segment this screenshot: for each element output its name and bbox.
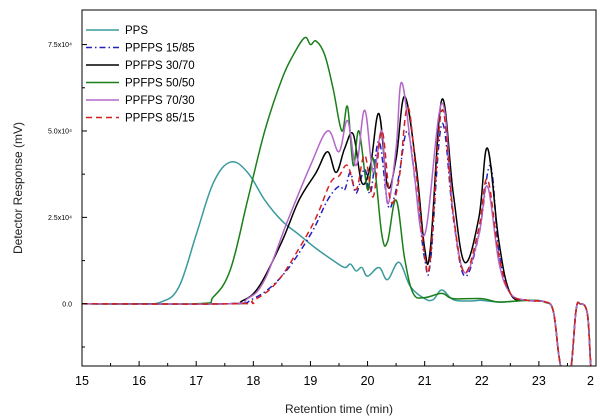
x-tick-label: 15: [75, 374, 89, 388]
series-layer: [82, 36, 592, 366]
series-line-ppfps-70-30: [82, 81, 592, 366]
x-tick-label: 20: [361, 374, 375, 388]
series-line-ppfps-30-70: [82, 95, 592, 366]
legend-label-ppfps-85-15: PPFPS 85/15: [125, 113, 195, 125]
legend-label-ppfps-70-30: PPFPS 70/30: [125, 95, 195, 107]
x-tick-label: 21: [418, 374, 432, 388]
x-tick-label: 18: [246, 374, 260, 388]
x-axis: 15 16 17 18 19 20 21 22 23 2: [75, 361, 597, 388]
y-tick-label: 2.5x10⁴: [48, 215, 72, 222]
legend-label-ppfps-30-70: PPFPS 30/70: [125, 60, 195, 72]
series-line-pps: [82, 160, 592, 366]
legend-label-ppfps-50-50: PPFPS 50/50: [125, 78, 195, 90]
x-axis-title: Retention time (min): [285, 402, 393, 416]
series-line-ppfps-85-15: [82, 106, 592, 366]
x-tick-label: 23: [532, 374, 546, 388]
y-tick-label: 7.5x10⁴: [48, 42, 72, 49]
legend-label-ppfps-15-85: PPFPS 15/85: [125, 43, 195, 55]
y-axis: 0.0 2.5x10⁴ 5.0x10⁴ 7.5x10⁴: [48, 42, 87, 348]
x-tick-label: 22: [475, 374, 489, 388]
y-tick-label: 5.0x10⁴: [48, 128, 72, 135]
x-tick-label: 2: [587, 374, 594, 388]
legend: PPS PPFPS 15/85 PPFPS 30/70 PPFPS 50/50 PPFP…: [86, 25, 195, 125]
y-axis-title: Detector Response (mV): [11, 122, 25, 254]
series-line-ppfps-15-85: [82, 123, 592, 366]
y-tick-label: 0.0: [62, 301, 72, 308]
x-tick-label: 16: [132, 374, 146, 388]
x-tick-label: 19: [303, 374, 317, 388]
x-tick-label: 17: [189, 374, 203, 388]
legend-label-pps: PPS: [125, 25, 148, 37]
